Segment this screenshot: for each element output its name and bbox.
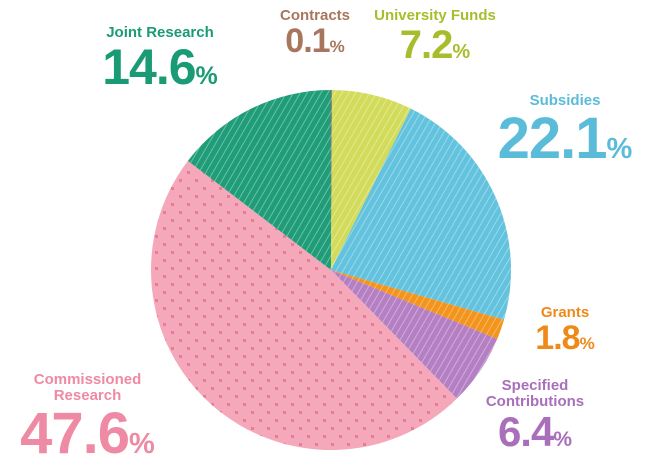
category-text: University Funds bbox=[374, 7, 496, 24]
unit-label: % bbox=[579, 333, 595, 353]
category-name: Grants bbox=[510, 305, 620, 321]
category-text: Specified Contributions bbox=[485, 377, 585, 410]
value-line: 14.6% bbox=[60, 41, 260, 94]
unit-label: % bbox=[452, 40, 471, 63]
category-name: Contracts bbox=[270, 8, 360, 24]
slice-label: Contracts 0.1% bbox=[270, 8, 360, 59]
slice-label: Joint Research 14.6% bbox=[60, 25, 260, 93]
category-name: University Funds bbox=[350, 8, 520, 24]
value-label: 47.6 bbox=[20, 400, 130, 466]
unit-label: % bbox=[195, 61, 218, 90]
slice-texture bbox=[331, 270, 498, 399]
slice-texture bbox=[331, 108, 512, 320]
value-label: 6.4 bbox=[497, 407, 554, 455]
value-label: 7.2 bbox=[399, 22, 454, 67]
slice-label: University Funds 7.2% bbox=[350, 8, 520, 66]
category-name: Joint Research bbox=[60, 25, 260, 41]
value-line: 0.1% bbox=[270, 21, 360, 60]
slice-texture bbox=[331, 90, 411, 270]
category-text: Contracts bbox=[279, 7, 350, 24]
slice-texture bbox=[151, 160, 457, 450]
unit-label: % bbox=[553, 427, 573, 451]
slice-texture bbox=[331, 270, 504, 340]
unit-label: % bbox=[606, 132, 633, 165]
slice-label: Commissioned Research 47.6% bbox=[0, 372, 175, 464]
unit-label: % bbox=[129, 427, 155, 460]
category-text: Subsidies bbox=[529, 92, 601, 109]
value-label: 0.1 bbox=[285, 21, 330, 60]
slice-texture bbox=[331, 90, 333, 270]
category-text: Grants bbox=[540, 304, 590, 321]
value-label: 14.6 bbox=[102, 38, 196, 95]
slice-label: Subsidies 22.1% bbox=[480, 93, 647, 170]
category-name: Specified Contributions bbox=[455, 378, 615, 410]
category-name: Commissioned Research bbox=[0, 372, 175, 404]
slice-label: Grants 1.8% bbox=[510, 305, 620, 356]
category-text: Joint Research bbox=[106, 24, 214, 41]
unit-label: % bbox=[329, 36, 345, 56]
value-line: 47.6% bbox=[0, 400, 175, 466]
slice-label: Specified Contributions 6.4% bbox=[455, 378, 615, 454]
value-line: 7.2% bbox=[350, 24, 520, 66]
slice-texture bbox=[187, 90, 331, 270]
value-label: 22.1 bbox=[497, 105, 608, 171]
value-line: 6.4% bbox=[455, 407, 615, 455]
value-label: 1.8 bbox=[535, 318, 580, 357]
category-name: Subsidies bbox=[480, 93, 647, 109]
value-line: 22.1% bbox=[480, 105, 647, 171]
value-line: 1.8% bbox=[510, 318, 620, 357]
category-text: Commissioned Research bbox=[33, 371, 142, 404]
